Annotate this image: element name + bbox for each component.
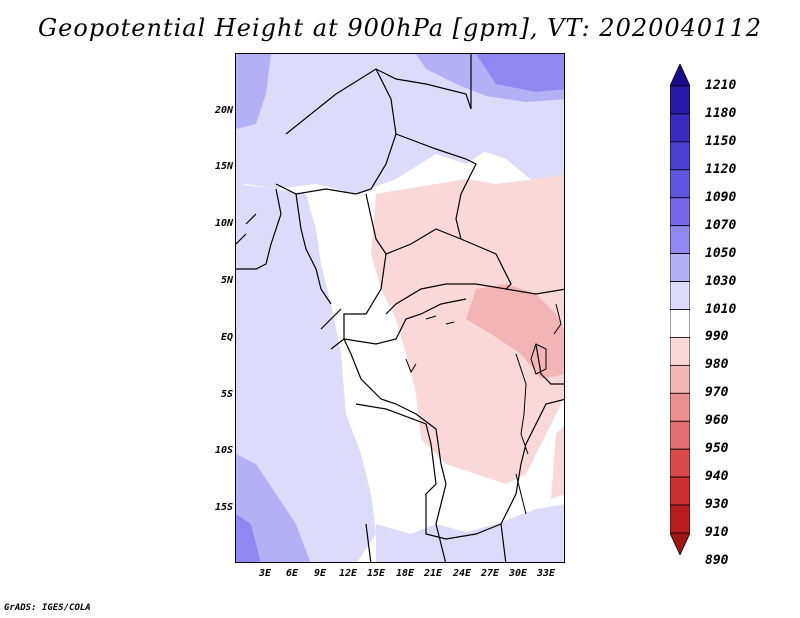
grads-credit: GrADS: IGES/COLA [4,603,91,613]
colorbar-label: 1210 [705,78,737,93]
lon-label-30e: 30E [508,568,528,579]
lat-label-5s: 5S [220,389,233,400]
colorbar-segment [670,309,690,338]
lon-label-3e: 3E [258,568,272,579]
lon-label-12e: 12E [338,568,358,579]
colorbar-label: 890 [705,552,729,568]
colorbar-segment [670,141,690,171]
colorbar-label: 990 [705,329,729,345]
contour-fill-1030-nw [236,54,271,129]
colorbar-label: 1030 [705,273,737,289]
lon-label-21e: 21E [423,568,443,579]
lat-label-5n: 5N [220,275,233,286]
contour-fill-1050-ne [476,54,564,92]
colorbar-segment [670,197,690,227]
colorbar-label: 960 [705,413,729,429]
colorbar-label: 1070 [705,217,737,233]
colorbar-label: 980 [705,357,729,373]
colorbar [670,64,690,555]
colorbar-label: 950 [705,441,729,457]
lon-label-33e: 33E [536,568,556,579]
colorbar-label: 930 [705,497,729,513]
colorbar-segment [670,504,690,534]
lat-label-10s: 10S [214,445,233,456]
contour-fill-1050-sw [236,514,261,562]
country-borders [236,54,564,562]
lon-label-18e: 18E [395,568,415,579]
colorbar-segment [670,337,690,366]
colorbar-segment [670,364,690,394]
lon-label-6e: 6E [285,568,299,579]
colorbar-label: 1090 [705,189,737,205]
contour-fill-970 [466,284,564,379]
colorbar-segment [670,420,690,450]
colorbar-label: 1150 [705,133,737,149]
contour-fill-1010-west [236,184,376,562]
geopotential-map [236,54,564,562]
colorbar-segment [670,225,690,255]
colorbar-segment [670,253,690,282]
lon-label-15e: 15E [366,568,386,579]
plot-title: Geopotential Height at 900hPa [gpm], VT:… [38,14,762,42]
lakes-and-coast [405,303,562,515]
lon-label-9e: 9E [313,568,327,579]
contour-fill-1010-south [376,504,564,562]
contour-fill-980 [371,174,564,484]
colorbar-segment [670,448,690,478]
colorbar-segment [670,476,690,506]
lon-label-27e: 27E [480,568,500,579]
colorbar-label: 1010 [705,301,737,317]
colorbar-label: 910 [705,525,729,540]
lat-label-15s: 15S [214,502,233,513]
colorbar-label: 1120 [705,161,737,177]
contour-fill-1030-sw [236,454,311,562]
lat-label-15n: 15N [214,161,233,172]
colorbar-segment [670,392,690,422]
contour-fill-980-east [551,426,564,499]
colorbar-label: 970 [705,385,729,401]
colorbar-label: 1050 [705,245,737,261]
colorbar-label: 1180 [705,105,737,121]
colorbar-segment [670,85,690,115]
lat-label-eq: EQ [220,332,233,343]
colorbar-segment [670,113,690,143]
colorbar-segment [670,169,690,199]
colorbar-segment [670,281,690,310]
lat-label-20n: 20N [214,105,233,116]
colorbar-segment-bottom [670,532,690,555]
lon-label-24e: 24E [452,568,472,579]
map-panel [235,53,565,563]
colorbar-segment-top [670,64,690,87]
colorbar-label: 940 [705,469,729,485]
lat-label-10n: 10N [214,218,233,229]
